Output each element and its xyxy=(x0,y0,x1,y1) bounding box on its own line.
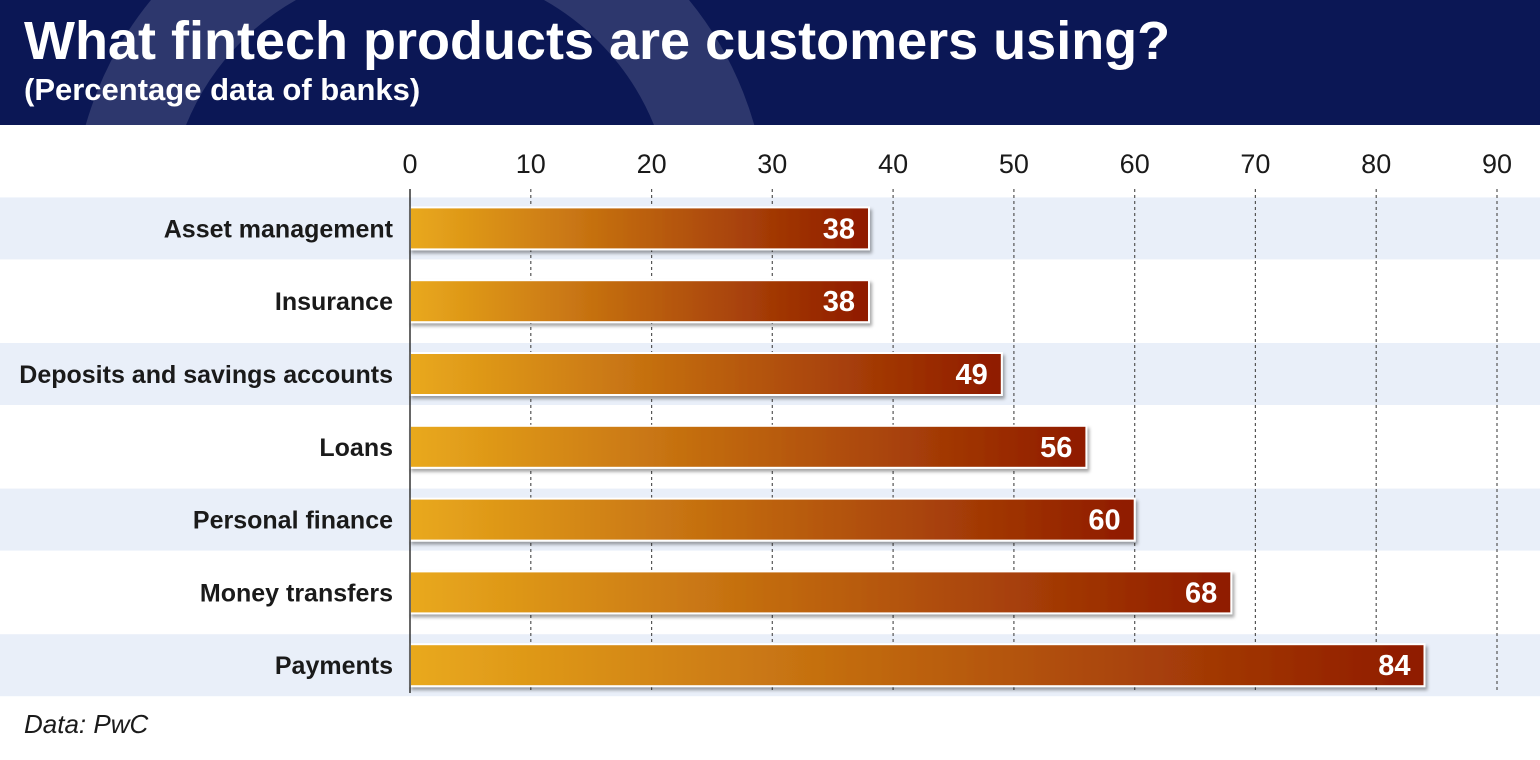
value-labels: 38 38 49 56 60 68 84 xyxy=(823,213,1411,682)
value-label: 60 xyxy=(1088,505,1120,537)
bar xyxy=(409,424,1088,469)
x-tick-label: 10 xyxy=(516,149,546,179)
value-label: 56 xyxy=(1040,432,1072,464)
x-tick-label: 80 xyxy=(1361,149,1391,179)
bar xyxy=(409,497,1136,542)
bars xyxy=(409,206,1426,688)
bar xyxy=(409,279,870,324)
category-labels: Asset management Insurance Deposits and sa… xyxy=(19,215,393,680)
x-tick-label: 50 xyxy=(999,149,1029,179)
source-note: Data: PwC xyxy=(24,709,149,739)
category-label: Deposits and savings accounts xyxy=(19,361,393,389)
bar xyxy=(409,570,1233,615)
category-label: Personal finance xyxy=(193,507,393,535)
value-label: 84 xyxy=(1378,650,1410,682)
chart-title: What fintech products are customers usin… xyxy=(24,11,1171,71)
x-tick-label: 60 xyxy=(1120,149,1150,179)
x-tick-label: 90 xyxy=(1482,149,1512,179)
value-label: 68 xyxy=(1185,577,1217,609)
category-label: Asset management xyxy=(164,215,394,243)
x-tick-label: 70 xyxy=(1240,149,1270,179)
category-label: Money transfers xyxy=(200,579,393,607)
value-label: 49 xyxy=(956,359,988,391)
x-axis-ticks: 0 10 20 30 40 50 60 70 80 90 xyxy=(402,149,1512,179)
bar xyxy=(409,643,1426,688)
bar xyxy=(409,352,1003,396)
category-label: Loans xyxy=(319,434,393,462)
x-tick-label: 0 xyxy=(402,149,417,179)
chart-subtitle: (Percentage data of banks) xyxy=(24,72,421,107)
chart-header: What fintech products are customers usin… xyxy=(0,0,1540,125)
x-tick-label: 30 xyxy=(757,149,787,179)
value-label: 38 xyxy=(823,286,855,318)
value-label: 38 xyxy=(823,213,855,245)
category-label: Payments xyxy=(275,652,393,680)
x-tick-label: 40 xyxy=(878,149,908,179)
bar xyxy=(409,206,870,251)
bar-chart: 0 10 20 30 40 50 60 70 80 90 Asset management Insu… xyxy=(0,149,1540,697)
category-label: Insurance xyxy=(275,288,393,316)
x-tick-label: 20 xyxy=(637,149,667,179)
